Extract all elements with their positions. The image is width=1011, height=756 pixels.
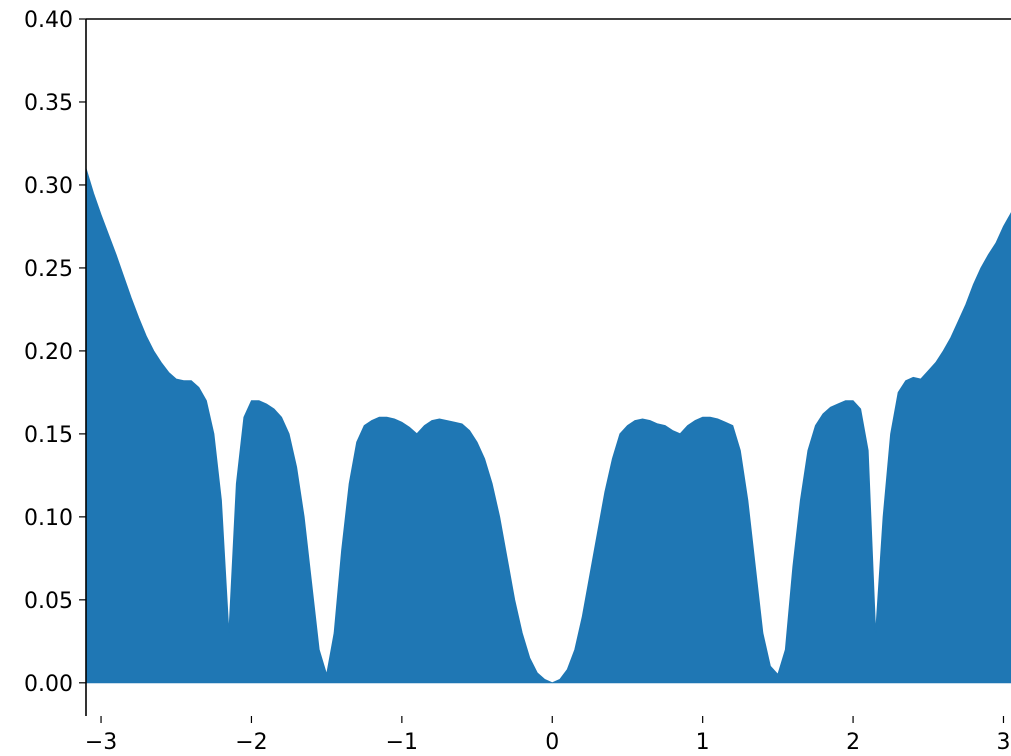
series-0-area (86, 168, 1011, 684)
x-tick-label: 3 (996, 730, 1010, 755)
y-tick-label: 0.40 (24, 8, 73, 33)
y-tick-label: 0.15 (24, 423, 73, 448)
axes: 0.00 0.05 0.10 0.15 0.20 0.25 0.30 0.35 0.40 −3 −2… (24, 8, 1011, 755)
x-tick-label: −3 (85, 730, 117, 755)
y-tick-label: 0.05 (24, 589, 73, 614)
x-tick-label: −1 (386, 730, 418, 755)
plot-area (86, 168, 1011, 684)
x-tick-label: 0 (545, 730, 559, 755)
y-tick-label: 0.35 (24, 91, 73, 116)
y-tick-label: 0.30 (24, 174, 73, 199)
y-tick-label: 0.25 (24, 257, 73, 282)
x-tick-label: −2 (235, 730, 267, 755)
x-tick-label: 2 (846, 730, 860, 755)
y-tick-label: 0.00 (24, 672, 73, 697)
y-tick-label: 0.20 (24, 340, 73, 365)
y-tick-label: 0.10 (24, 506, 73, 531)
x-tick-label: 1 (696, 730, 710, 755)
